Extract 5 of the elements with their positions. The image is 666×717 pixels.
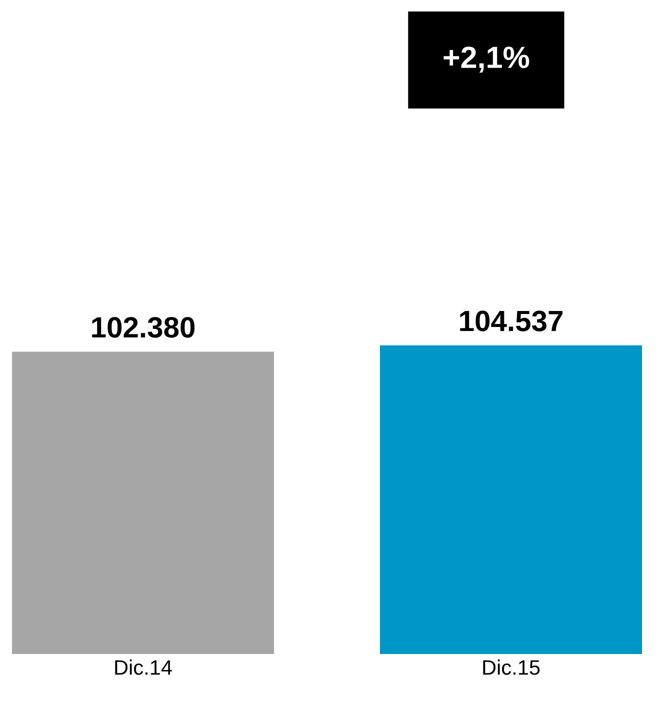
data-label: 104.537 xyxy=(460,310,562,332)
data-label: 102.380 xyxy=(92,317,195,338)
x-tick-label: Dic.15 xyxy=(483,660,540,675)
x-tick-label: Dic.14 xyxy=(115,660,172,675)
text: +2,1% xyxy=(444,46,530,73)
